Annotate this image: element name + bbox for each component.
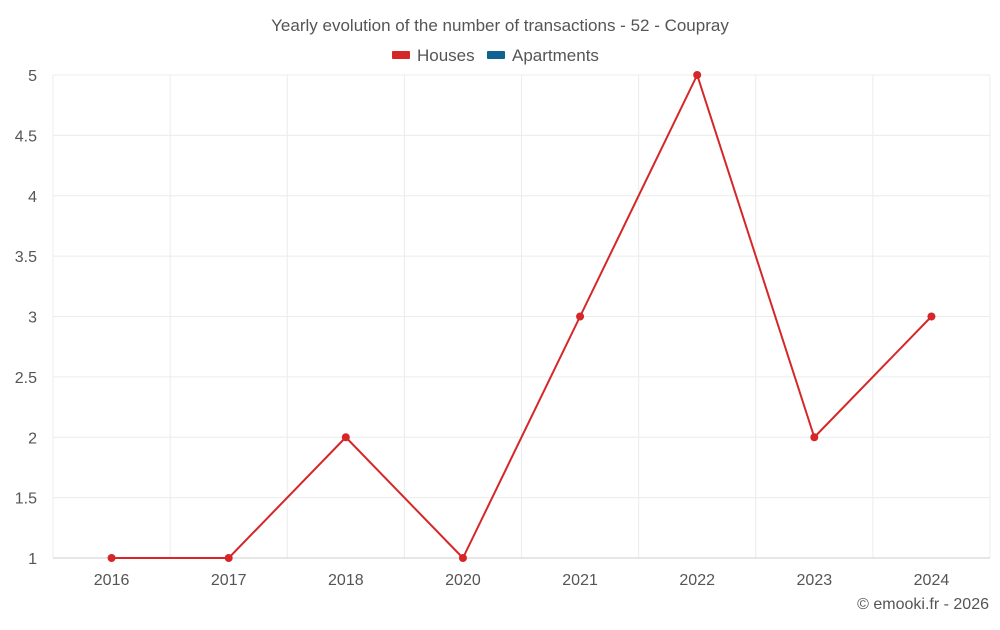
chart-title: Yearly evolution of the number of transa… <box>271 16 729 35</box>
grid <box>53 74 991 558</box>
legend-swatch-apartments <box>487 51 505 59</box>
x-tick-label: 2022 <box>679 572 715 589</box>
y-tick-label: 1 <box>28 551 37 568</box>
data-point <box>458 554 467 562</box>
axes: 1 1.5 2 2.5 3 3.5 4 4.5 5 2016 2017 2018 2020 2021 202… <box>15 68 990 589</box>
x-tick-label: 2021 <box>562 572 598 589</box>
y-tick-label: 5 <box>28 68 37 85</box>
legend-label-houses[interactable]: Houses <box>417 46 475 65</box>
x-tick-label: 2020 <box>445 572 481 589</box>
x-tick-label: 2016 <box>94 572 130 589</box>
x-tick-label: 2023 <box>797 572 833 589</box>
legend-swatch-houses <box>392 51 410 59</box>
x-tick-label: 2018 <box>328 572 364 589</box>
data-point <box>693 71 702 79</box>
data-point <box>224 554 233 562</box>
data-point <box>576 312 585 321</box>
x-tick-label: 2024 <box>914 572 950 589</box>
series-line-houses <box>111 74 933 559</box>
y-tick-label: 1.5 <box>15 491 37 508</box>
y-tick-label: 3 <box>28 310 37 327</box>
y-tick-label: 2.5 <box>15 370 37 387</box>
y-tick-label: 2 <box>28 430 37 447</box>
y-tick-label: 3.5 <box>15 249 37 266</box>
data-point <box>927 312 936 321</box>
x-tick-label: 2017 <box>211 572 247 589</box>
data-point <box>107 554 116 562</box>
legend: Houses Apartments <box>392 46 599 65</box>
legend-label-apartments[interactable]: Apartments <box>512 46 599 65</box>
y-tick-label: 4 <box>28 189 37 206</box>
data-point <box>810 433 819 442</box>
series <box>107 71 936 562</box>
y-tick-label: 4.5 <box>15 128 37 145</box>
data-point <box>341 433 350 442</box>
credit-text: © emooki.fr - 2026 <box>857 596 989 613</box>
